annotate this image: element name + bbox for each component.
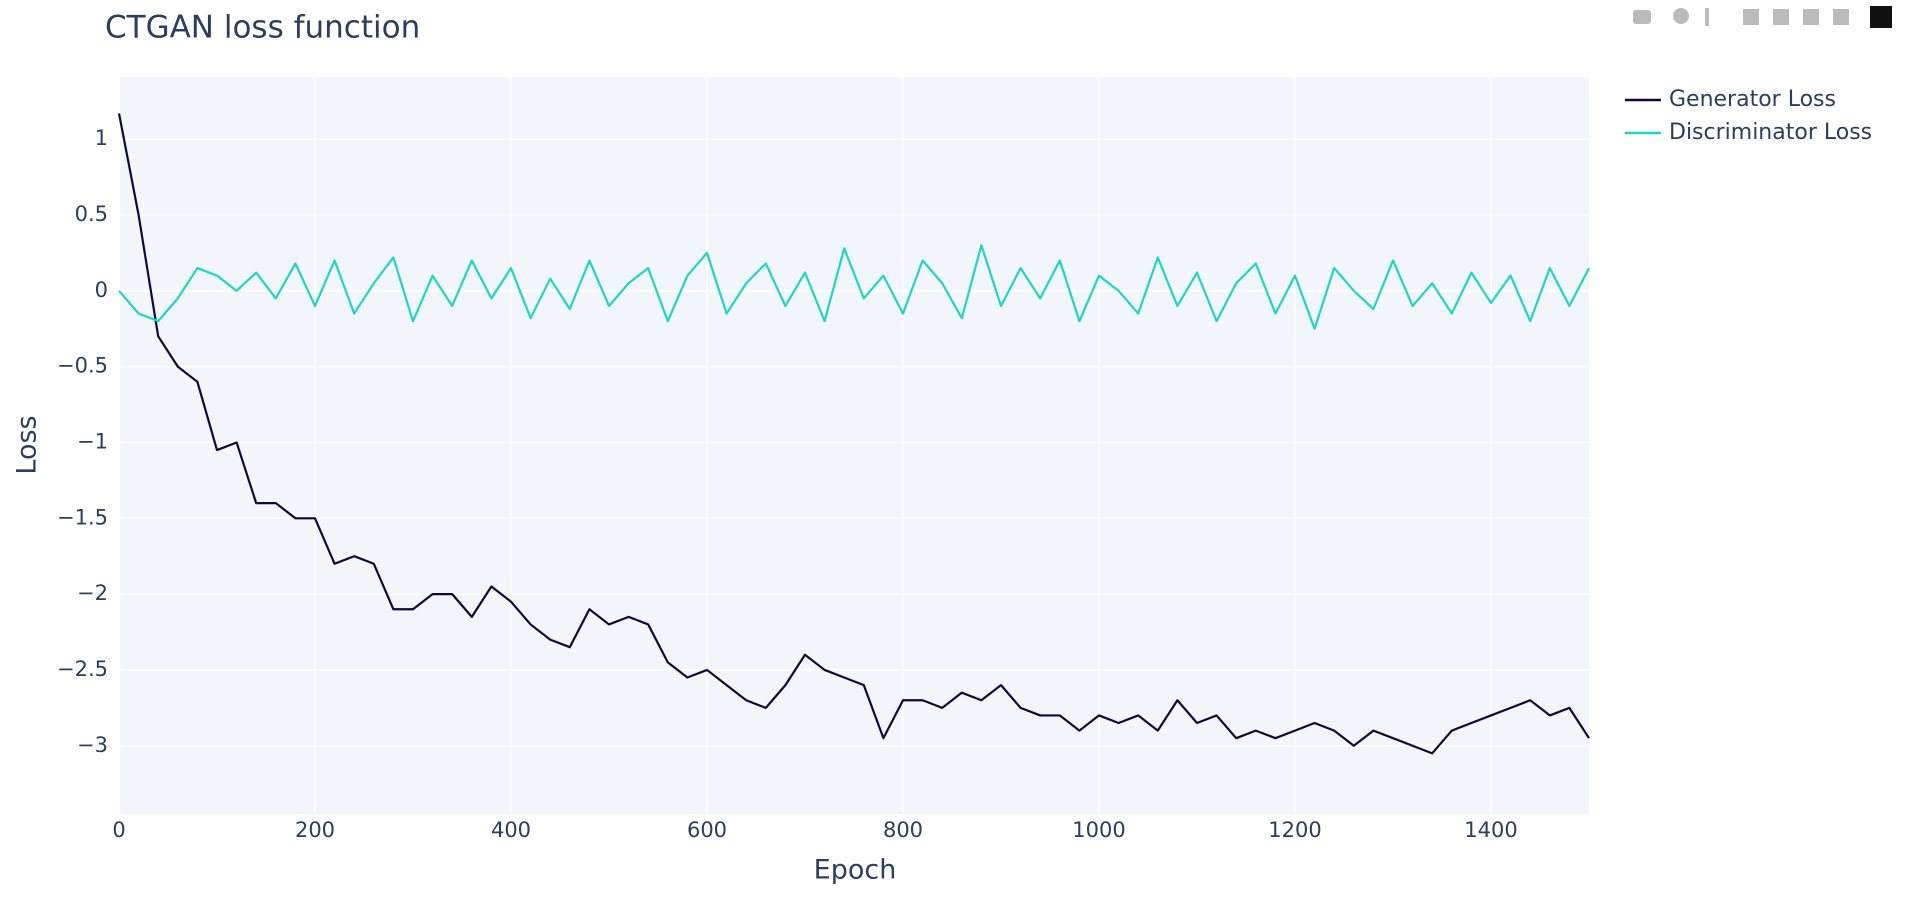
x-tick-label: 1000: [1072, 818, 1125, 842]
x-tick-label: 600: [687, 818, 727, 842]
x-tick-label: 200: [295, 818, 335, 842]
y-tick-label: −2: [77, 581, 108, 605]
y-tick-label: −1.5: [57, 505, 108, 529]
y-tick-label: −3: [77, 733, 108, 757]
modebar-camera[interactable]: [1633, 10, 1651, 24]
modebar-reset[interactable]: [1833, 9, 1849, 25]
y-tick-label: 1: [95, 126, 108, 150]
y-tick-label: −1: [77, 429, 108, 453]
plot-area: [119, 77, 1589, 814]
legend-label: Discriminator Loss: [1669, 120, 1872, 145]
y-tick-label: −0.5: [57, 354, 108, 378]
x-axis-title: Epoch: [814, 855, 897, 886]
series-line: [118, 244, 1590, 330]
x-tick-label: 0: [112, 818, 125, 842]
modebar-zoom[interactable]: [1673, 8, 1689, 24]
modebar-autoscale[interactable]: [1803, 9, 1819, 25]
modebar-logo[interactable]: [1870, 6, 1892, 28]
modebar-zoom-in[interactable]: [1743, 9, 1759, 25]
x-tick-label: 1200: [1268, 818, 1321, 842]
y-axis-title: Loss: [12, 415, 43, 474]
series-line: [117, 113, 1590, 755]
modebar-pan[interactable]: [1705, 8, 1709, 26]
y-tick-label: 0.5: [75, 202, 108, 226]
y-tick-label: 0: [95, 278, 108, 302]
y-tick-label: −2.5: [57, 657, 108, 681]
modebar[interactable]: [1633, 6, 1892, 28]
modebar-zoom-out[interactable]: [1773, 9, 1789, 25]
x-tick-label: 400: [491, 818, 531, 842]
x-tick-label: 800: [883, 818, 923, 842]
x-tick-label: 1400: [1464, 818, 1517, 842]
chart-title: CTGAN loss function: [105, 10, 420, 46]
legend-label: Generator Loss: [1669, 87, 1836, 112]
